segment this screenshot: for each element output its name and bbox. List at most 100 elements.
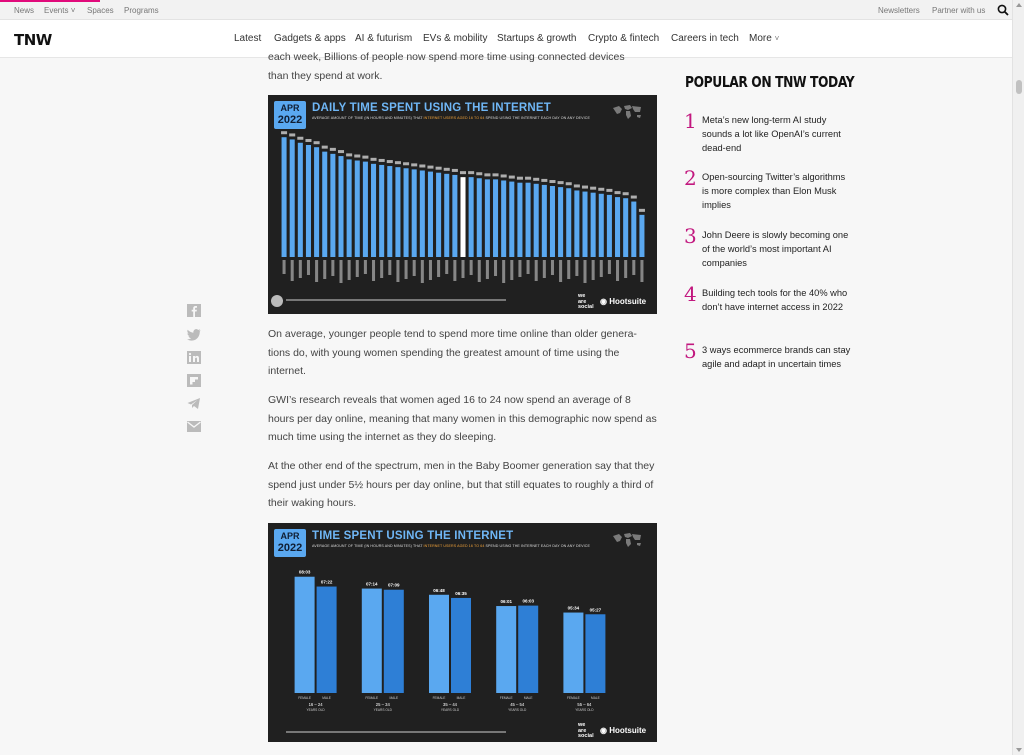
- chart1-value-label: [581, 185, 589, 189]
- chart1-country-label: [575, 260, 579, 276]
- linkedin-icon[interactable]: [187, 351, 201, 364]
- chart1-bar: [484, 179, 490, 257]
- chart1-plot: [281, 131, 645, 301]
- chart1-country-label: [518, 260, 522, 277]
- top-link-news[interactable]: News: [14, 6, 35, 15]
- chart-time-by-age: APR 2022 TIME SPENT USING THE INTERNET A…: [268, 523, 657, 742]
- hootsuite-label-2: Hootsuite: [609, 726, 647, 735]
- scroll-down-icon[interactable]: [1016, 748, 1022, 752]
- chart1-country-label: [404, 260, 408, 279]
- chart1-bar: [533, 183, 539, 257]
- email-icon[interactable]: [187, 420, 201, 433]
- page-scrollbar[interactable]: [1012, 0, 1024, 755]
- top-link-events-label: Events: [44, 6, 69, 15]
- chart1-value-label: [614, 191, 621, 195]
- nav-gadgets[interactable]: Gadgets & apps: [274, 33, 346, 44]
- chart2-subtitle: AVERAGE AMOUNT OF TIME (IN HOURS AND MIN…: [312, 544, 590, 548]
- top-link-events[interactable]: Events ˅: [44, 6, 75, 15]
- chart1-subtitle-highlight: INTERNET USERS AGED 16 TO 64: [423, 116, 485, 120]
- chart2-series-label: FEMALE: [433, 696, 446, 700]
- chart1-country-label: [542, 260, 546, 278]
- twitter-icon[interactable]: [187, 328, 201, 341]
- telegram-icon[interactable]: [187, 397, 201, 410]
- chart1-bar: [639, 214, 645, 257]
- nav-crypto[interactable]: Crypto & fintech: [588, 33, 660, 44]
- scroll-thumb[interactable]: [1016, 80, 1022, 94]
- chart1-value-label: [313, 141, 320, 145]
- chart1-value-label: [533, 177, 540, 181]
- chart2-series-label: MALE: [591, 696, 600, 700]
- chart1-value-label: [525, 176, 532, 180]
- chart2-category-label: 35 – 44: [443, 702, 458, 707]
- nav-ai[interactable]: AI & futurism: [355, 33, 413, 44]
- popular-link-text[interactable]: Meta’s new long-term AI study sounds a l…: [702, 115, 841, 153]
- chart2-value-label: 06:35: [455, 591, 467, 596]
- tnw-logo[interactable]: TNW: [14, 31, 52, 49]
- chart1-country-label: [290, 260, 294, 281]
- chart2-subtitle-a: AVERAGE AMOUNT OF TIME (IN HOURS AND MIN…: [312, 544, 424, 548]
- owl-icon: ◉: [600, 726, 607, 735]
- chart2-bar: [585, 614, 606, 693]
- chart2-bar: [383, 589, 404, 693]
- nav-careers[interactable]: Careers in tech: [671, 33, 739, 44]
- chart2-bar: [316, 586, 337, 693]
- nav-latest[interactable]: Latest: [234, 33, 262, 44]
- chart1-country-label: [616, 260, 620, 281]
- chart1-value-label: [476, 172, 483, 176]
- chart1-value-label: [435, 166, 442, 170]
- chart1-bar: [468, 177, 474, 257]
- nav-more[interactable]: More ˅: [749, 33, 779, 44]
- was2-social: social: [578, 733, 594, 739]
- chart1-footnote: [286, 299, 506, 301]
- chart2-category-sublabel: YEARS OLD: [575, 708, 594, 712]
- chart1-value-label: [500, 174, 507, 178]
- chart1-country-label: [372, 260, 376, 281]
- chart1-bar: [427, 171, 433, 257]
- top-link-programs[interactable]: Programs: [124, 6, 159, 15]
- popular-link-text[interactable]: Open-sourcing Twitter’s algorithms is mo…: [702, 172, 846, 210]
- chart2-series-label: MALE: [389, 696, 398, 700]
- scroll-up-icon[interactable]: [1016, 3, 1022, 7]
- nav-startups[interactable]: Startups & growth: [497, 33, 577, 44]
- popular-link-text[interactable]: 3 ways ecommerce brands can stay agile a…: [702, 345, 851, 369]
- chart1-country-label: [607, 260, 611, 274]
- chart1-country-label: [567, 260, 571, 279]
- chart1-value-label: [362, 155, 369, 159]
- world-map-icon: [613, 533, 641, 547]
- top-link-spaces[interactable]: Spaces: [87, 6, 114, 15]
- chart1-country-label: [331, 260, 335, 276]
- chart1-country-label: [469, 260, 473, 275]
- chart1-value-label: [427, 165, 434, 169]
- chart1-country-label: [599, 260, 603, 277]
- chart1-value-label: [370, 157, 377, 161]
- chart2-series-label: FEMALE: [567, 696, 580, 700]
- chart2-value-label: 07:14: [366, 582, 378, 587]
- chart1-date-badge: APR 2022: [274, 101, 306, 129]
- search-icon[interactable]: [997, 4, 1009, 16]
- chart1-country-label: [591, 260, 595, 280]
- chart1-country-label: [461, 260, 465, 278]
- flipboard-icon[interactable]: [187, 374, 201, 387]
- chart2-value-label: 08:03: [299, 570, 311, 575]
- popular-link-text[interactable]: John Deere is slowly becoming one of the…: [702, 230, 849, 268]
- chart1-value-label: [329, 147, 336, 151]
- chart1-value-label: [549, 180, 556, 184]
- chart1-country-label: [494, 260, 498, 276]
- chart1-value-label: [394, 161, 401, 165]
- top-link-partner[interactable]: Partner with us: [932, 6, 986, 15]
- chart2-value-label: 06:03: [522, 599, 534, 604]
- chart2-subtitle-b: SPEND USING THE INTERNET EACH DAY ON ANY…: [484, 544, 590, 548]
- chart2-category-sublabel: YEARS OLD: [306, 708, 325, 712]
- chart1-country-label: [298, 260, 302, 278]
- chart2-bar: [429, 594, 449, 693]
- top-link-newsletters[interactable]: Newsletters: [878, 6, 920, 15]
- chart1-value-label: [354, 154, 361, 158]
- facebook-icon[interactable]: [187, 304, 201, 317]
- chart1-bar: [354, 160, 360, 257]
- chart1-bar: [501, 180, 507, 257]
- popular-link-text[interactable]: Building tech tools for the 40% who don’…: [702, 288, 848, 312]
- chart2-category-label: 55 – 64: [577, 702, 592, 707]
- nav-evs[interactable]: EVs & mobility: [423, 33, 488, 44]
- chart2-value-label: 05:34: [568, 606, 580, 611]
- chart2-subtitle-highlight: INTERNET USERS AGED 16 TO 64: [423, 544, 485, 548]
